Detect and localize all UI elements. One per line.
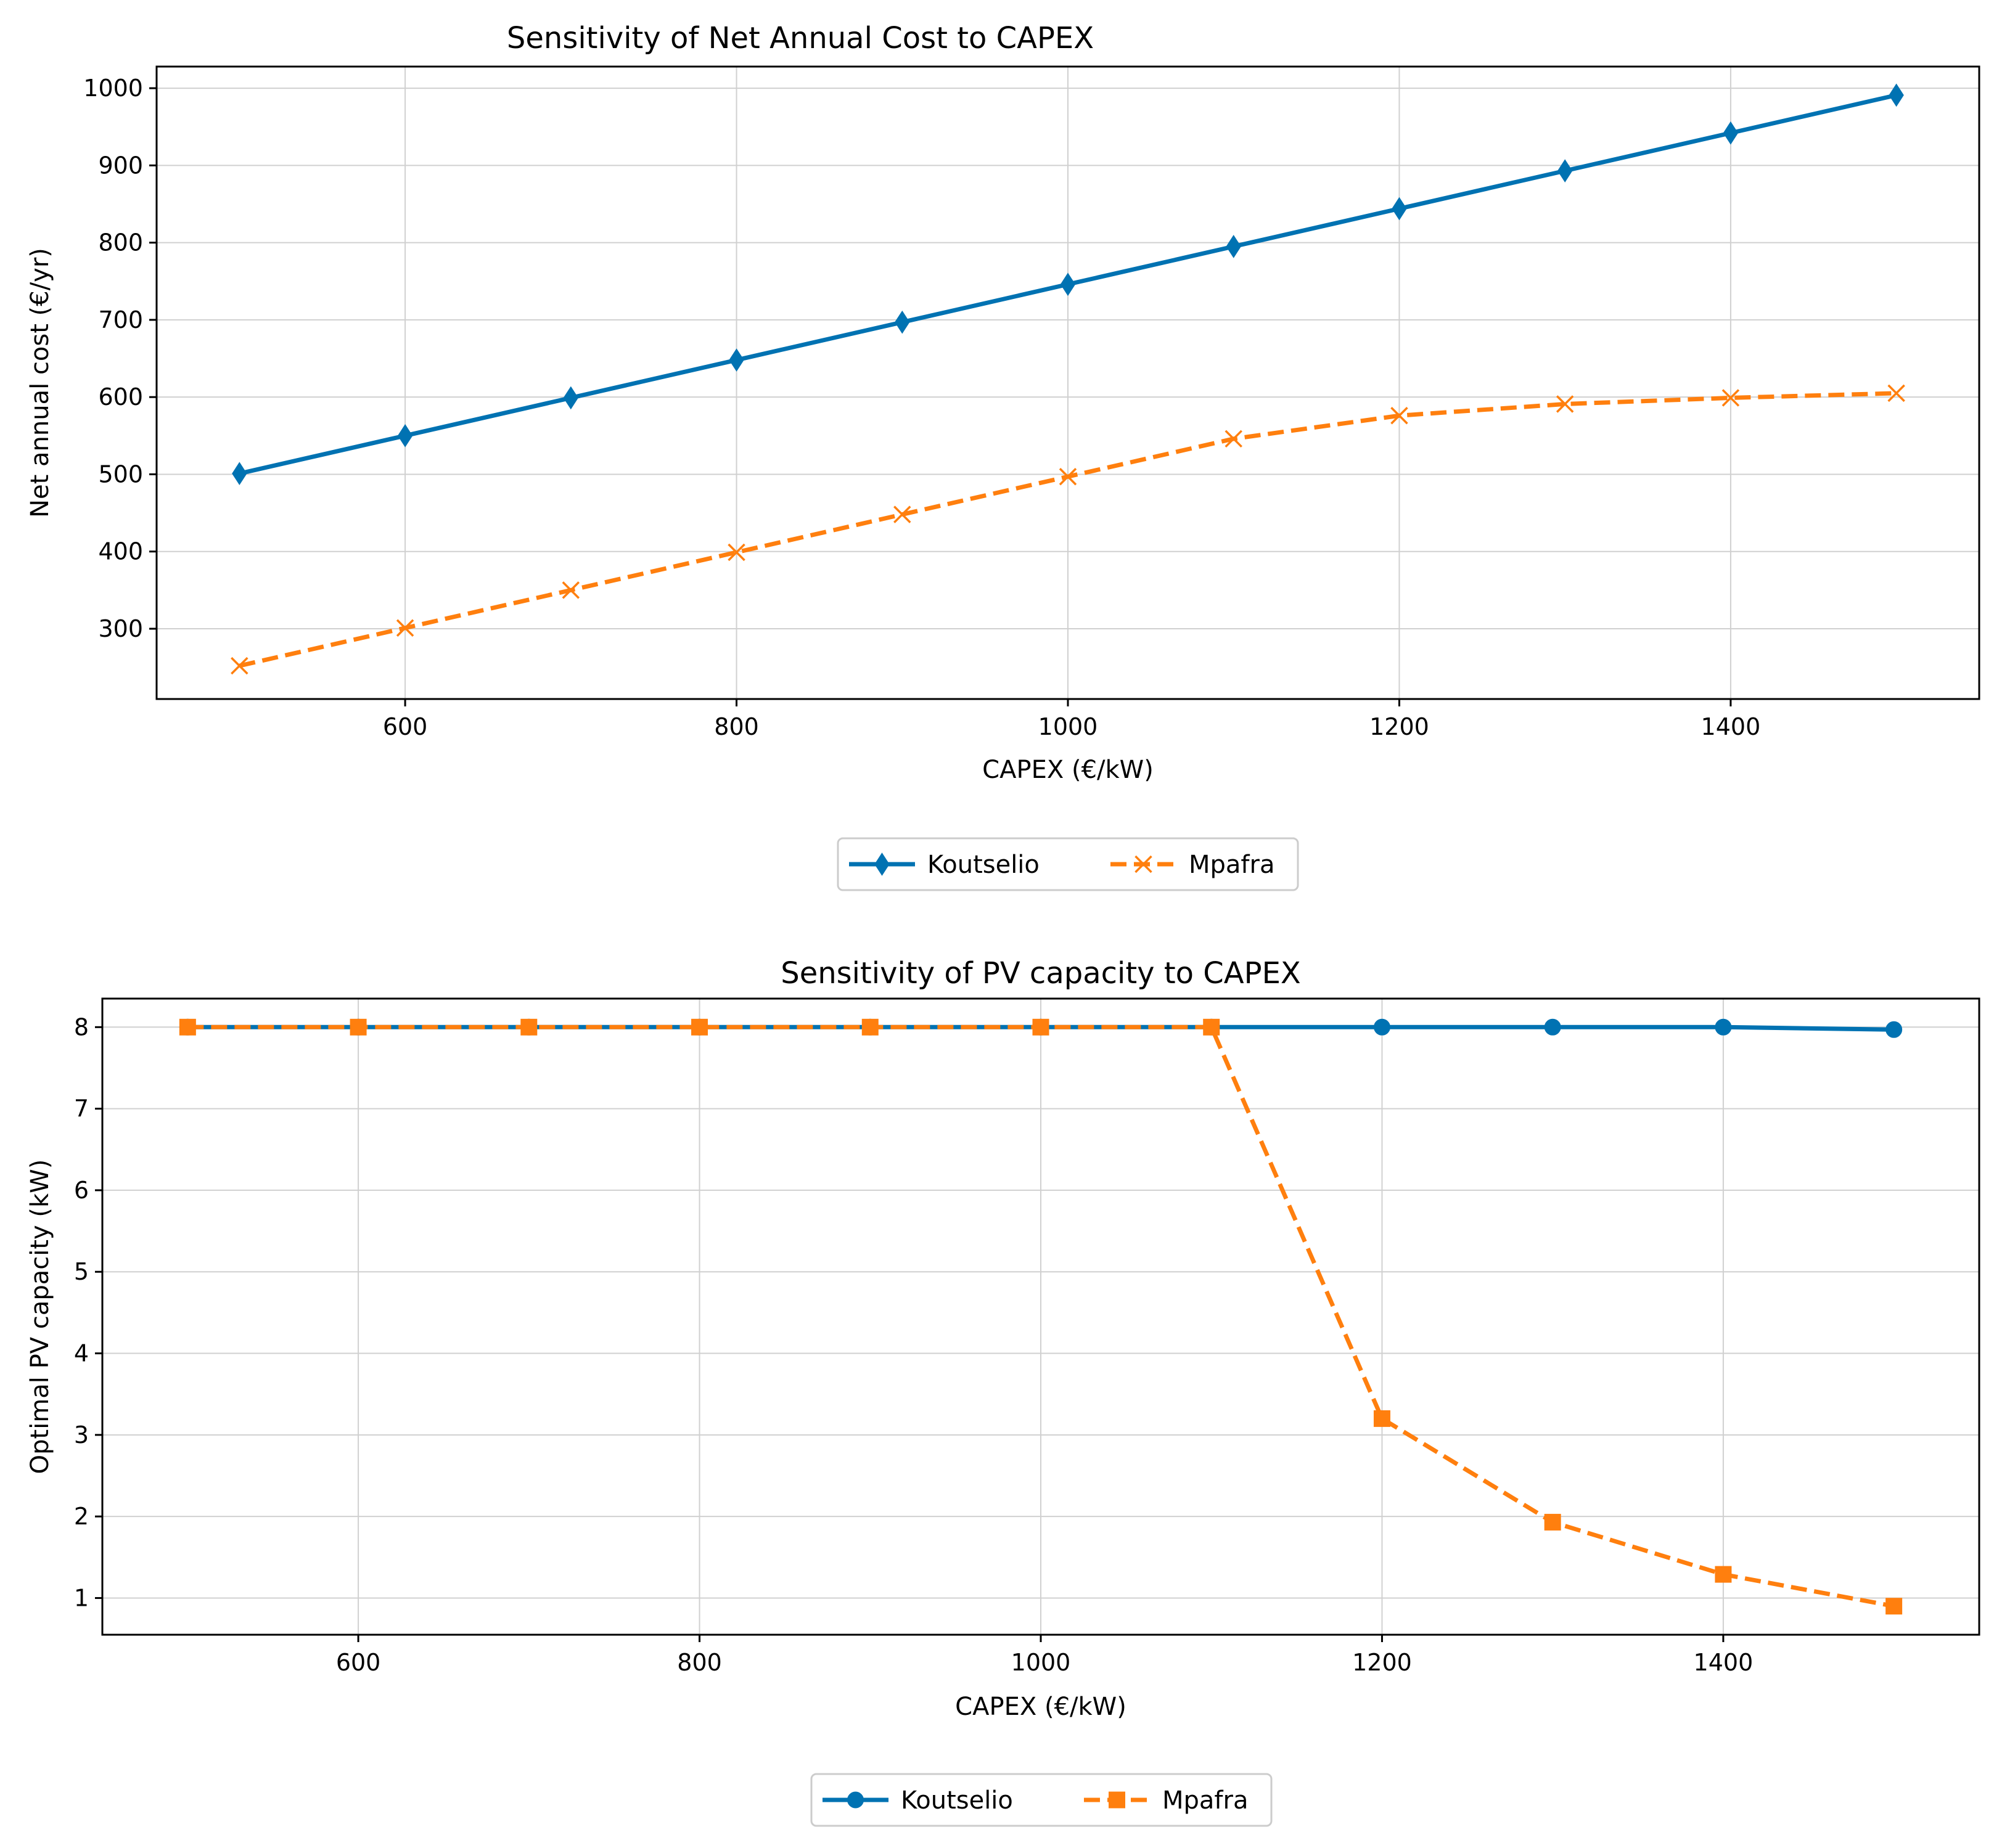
y-tick-label: 3 <box>74 1421 89 1449</box>
data-point-koutselio <box>1373 1018 1390 1036</box>
legend-label-koutselio: Koutselio <box>927 851 1040 879</box>
data-point-mpafra <box>1887 384 1905 403</box>
data-point-koutselio <box>1723 121 1739 145</box>
legend-box <box>810 1773 1273 1827</box>
legend: Koutselio Mpafra <box>837 837 1299 891</box>
y-tick-label: 1000 <box>83 75 143 102</box>
x-tick-label: 1400 <box>1694 1649 1754 1676</box>
legend-marker-koutselio <box>874 852 890 876</box>
y-tick-label: 600 <box>98 383 143 411</box>
x-tick-label: 600 <box>336 1649 381 1676</box>
data-point-koutselio <box>1060 272 1076 296</box>
x-tick-label: 600 <box>383 713 428 740</box>
data-point-koutselio <box>563 386 579 410</box>
data-point-mpafra <box>1715 1566 1732 1583</box>
y-tick-label: 4 <box>74 1340 89 1367</box>
y-tick-label: 8 <box>74 1013 89 1041</box>
chart-title: Sensitivity of PV capacity to CAPEX <box>781 956 1301 991</box>
data-point-mpafra <box>1885 1598 1903 1615</box>
y-tick-label: 7 <box>74 1095 89 1122</box>
y-tick-label: 500 <box>98 460 143 488</box>
data-point-mpafra <box>1225 430 1242 448</box>
data-point-mpafra <box>691 1018 708 1036</box>
legend-label-mpafra: Mpafra <box>1162 1786 1248 1815</box>
x-axis-label: CAPEX (€/kW) <box>982 756 1154 784</box>
y-axis-label: Optimal PV capacity (kW) <box>26 1159 54 1474</box>
data-point-mpafra <box>1721 389 1740 407</box>
y-tick-label: 1 <box>74 1584 89 1611</box>
data-point-mpafra <box>562 581 580 599</box>
data-point-koutselio <box>1715 1018 1732 1036</box>
data-point-koutselio <box>232 462 247 486</box>
data-point-mpafra <box>728 543 745 562</box>
data-point-koutselio <box>1392 197 1407 221</box>
data-point-koutselio <box>895 310 910 334</box>
legend-marker-koutselio <box>847 1791 864 1809</box>
data-point-koutselio <box>1557 159 1573 182</box>
data-point-mpafra <box>1032 1018 1049 1036</box>
chart-title: Sensitivity of Net Annual Cost to CAPEX <box>507 21 1094 55</box>
x-axis-label: CAPEX (€/kW) <box>955 1693 1126 1721</box>
data-point-mpafra <box>231 656 248 675</box>
y-tick-label: 300 <box>98 615 143 642</box>
data-point-mpafra <box>179 1018 196 1036</box>
x-tick-label: 1000 <box>1011 1649 1071 1676</box>
x-tick-label: 800 <box>714 713 759 740</box>
data-point-mpafra <box>1373 1410 1390 1427</box>
y-tick-label: 5 <box>74 1258 89 1285</box>
chart-net-annual-cost: Sensitivity of Net Annual Cost to CAPEX … <box>26 21 1980 891</box>
x-tick-label: 800 <box>677 1649 722 1676</box>
legend-marker-mpafra <box>1134 855 1152 873</box>
data-point-mpafra <box>1556 395 1574 413</box>
data-point-koutselio <box>1544 1018 1561 1036</box>
data-point-koutselio <box>1226 235 1241 258</box>
y-axis-label: Net annual cost (€/yr) <box>26 248 54 518</box>
legend-label-koutselio: Koutselio <box>901 1786 1013 1815</box>
data-point-mpafra <box>861 1018 879 1036</box>
data-point-mpafra <box>350 1018 367 1036</box>
data-point-mpafra <box>396 619 414 637</box>
y-tick-label: 400 <box>98 538 143 565</box>
data-point-mpafra <box>1544 1513 1561 1531</box>
data-point-koutselio <box>1889 83 1904 107</box>
y-tick-label: 700 <box>98 306 143 333</box>
x-tick-label: 1200 <box>1369 713 1429 740</box>
data-point-koutselio <box>729 348 744 372</box>
y-tick-label: 800 <box>98 229 143 256</box>
data-point-mpafra <box>1059 467 1077 486</box>
x-tick-label: 1200 <box>1352 1649 1412 1676</box>
legend-label-mpafra: Mpafra <box>1189 851 1274 879</box>
data-point-koutselio <box>1885 1021 1903 1038</box>
y-tick-label: 900 <box>98 152 143 179</box>
data-point-koutselio <box>397 423 413 448</box>
legend-marker-mpafra <box>1109 1791 1125 1809</box>
legend: Koutselio Mpafra <box>810 1773 1273 1827</box>
chart-pv-capacity: Sensitivity of PV capacity to CAPEX 600 8… <box>26 956 1980 1827</box>
data-point-mpafra <box>1390 407 1408 425</box>
y-tick-label: 6 <box>74 1177 89 1204</box>
y-tick-label: 2 <box>74 1503 89 1530</box>
data-point-mpafra <box>893 505 911 523</box>
legend-box <box>837 837 1299 891</box>
data-point-mpafra <box>520 1018 538 1036</box>
data-point-mpafra <box>1203 1018 1220 1036</box>
x-tick-label: 1400 <box>1701 713 1761 740</box>
x-tick-label: 1000 <box>1038 713 1098 740</box>
